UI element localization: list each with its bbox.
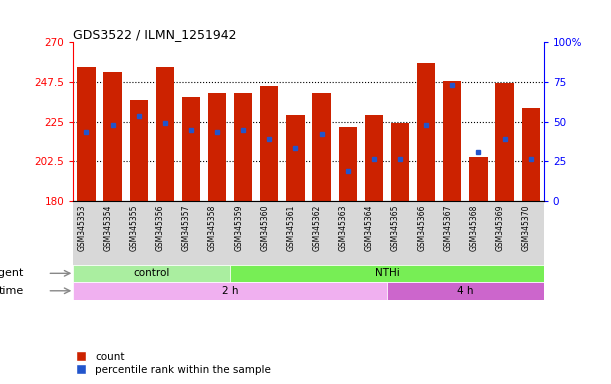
Text: GSM345354: GSM345354 <box>103 204 112 251</box>
Text: NTHi: NTHi <box>375 268 400 278</box>
Bar <box>338 127 357 201</box>
Bar <box>182 97 200 201</box>
Bar <box>234 93 252 201</box>
Bar <box>417 63 435 201</box>
Bar <box>287 114 305 201</box>
Text: 4 h: 4 h <box>457 286 474 296</box>
Bar <box>130 101 148 201</box>
Bar <box>73 282 387 300</box>
Text: GSM345363: GSM345363 <box>338 204 348 251</box>
Text: agent: agent <box>0 268 24 278</box>
Text: GSM345353: GSM345353 <box>78 204 86 251</box>
Bar <box>496 83 514 201</box>
Bar <box>103 72 122 201</box>
Text: GSM345365: GSM345365 <box>391 204 400 251</box>
Text: time: time <box>0 286 24 296</box>
Bar <box>230 265 544 282</box>
Text: control: control <box>134 268 170 278</box>
Bar <box>73 265 230 282</box>
Bar <box>443 81 461 201</box>
Bar <box>260 86 279 201</box>
Bar <box>365 114 383 201</box>
Legend: count, percentile rank within the sample: count, percentile rank within the sample <box>67 348 276 379</box>
Bar <box>312 93 331 201</box>
Text: GSM345368: GSM345368 <box>469 204 478 251</box>
Bar <box>522 108 540 201</box>
Text: GSM345355: GSM345355 <box>130 204 139 251</box>
Text: GSM345369: GSM345369 <box>496 204 505 251</box>
Bar <box>208 93 226 201</box>
Text: GSM345362: GSM345362 <box>313 204 321 251</box>
Bar <box>156 67 174 201</box>
Text: GSM345360: GSM345360 <box>260 204 269 251</box>
Text: GSM345361: GSM345361 <box>287 204 296 251</box>
Text: GSM345366: GSM345366 <box>417 204 426 251</box>
Text: GSM345367: GSM345367 <box>444 204 452 251</box>
Text: GSM345356: GSM345356 <box>156 204 165 251</box>
Bar <box>77 67 95 201</box>
Text: 2 h: 2 h <box>222 286 238 296</box>
Bar <box>469 157 488 201</box>
Text: GSM345358: GSM345358 <box>208 204 217 251</box>
Text: GSM345357: GSM345357 <box>182 204 191 251</box>
Text: GSM345370: GSM345370 <box>522 204 531 251</box>
Text: GDS3522 / ILMN_1251942: GDS3522 / ILMN_1251942 <box>73 28 237 41</box>
Bar <box>387 282 544 300</box>
Text: GSM345359: GSM345359 <box>234 204 243 251</box>
Bar <box>391 123 409 201</box>
Text: GSM345364: GSM345364 <box>365 204 374 251</box>
